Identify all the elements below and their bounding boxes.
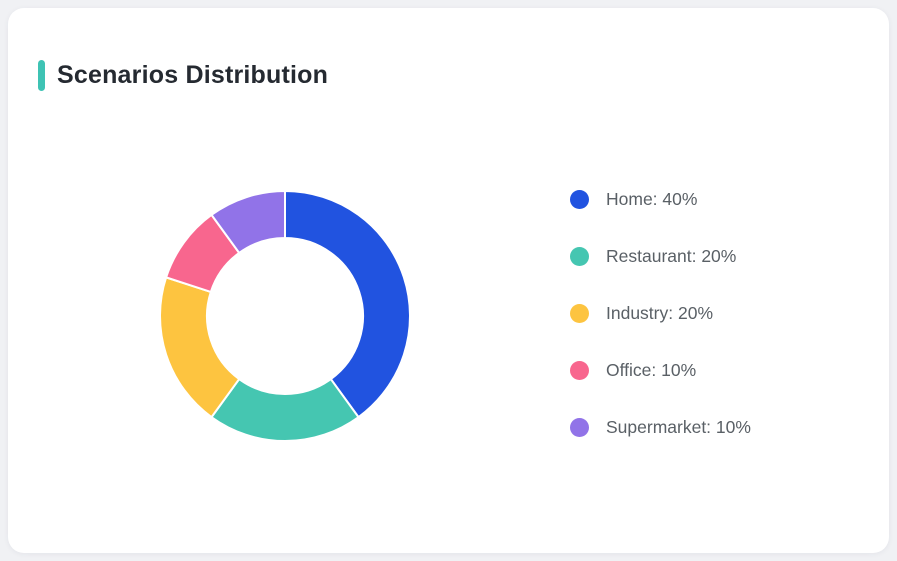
page-title: Scenarios Distribution [57,61,329,89]
legend-dot [570,247,589,266]
legend-item-restaurant[interactable]: Restaurant: 20% [570,228,751,285]
donut-segment-supermarket[interactable] [210,190,286,254]
donut-chart [159,190,411,442]
chart-legend: Home: 40% Restaurant: 20% Industry: 20% Off… [570,171,751,456]
legend-label: Office: 10% [606,360,697,380]
scenarios-distribution-card: Scenarios Distribution Home: 40% Restaura… [8,8,889,553]
card-header: Scenarios Distribution [38,60,328,91]
legend-dot [570,361,589,380]
legend-dot [570,418,589,437]
legend-item-home[interactable]: Home: 40% [570,171,751,228]
legend-label: Restaurant: 20% [606,246,737,266]
legend-item-industry[interactable]: Industry: 20% [570,285,751,342]
legend-label: Industry: 20% [606,303,713,323]
donut-chart-container [155,186,415,446]
title-accent-bar [38,60,45,91]
donut-segment-industry[interactable] [159,276,241,419]
legend-label: Home: 40% [606,189,698,209]
donut-segment-home[interactable] [284,190,411,419]
legend-item-supermarket[interactable]: Supermarket: 10% [570,399,751,456]
legend-item-office[interactable]: Office: 10% [570,342,751,399]
legend-dot [570,190,589,209]
legend-dot [570,304,589,323]
legend-label: Supermarket: 10% [606,417,751,437]
